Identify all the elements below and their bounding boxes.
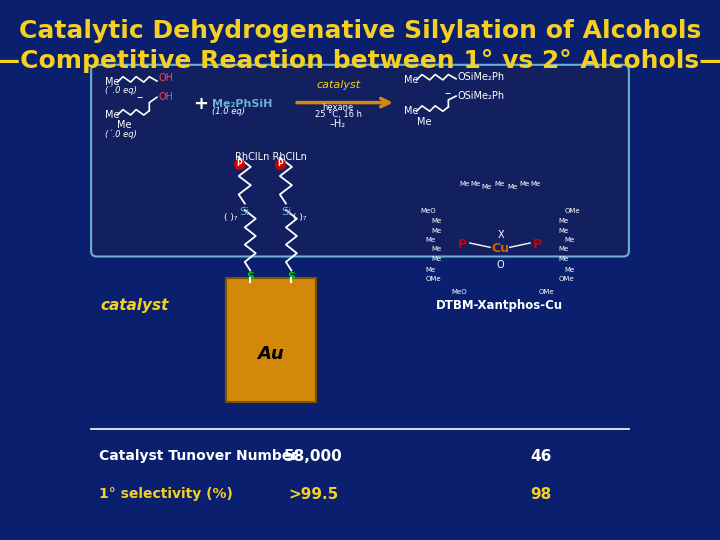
Text: >99.5: >99.5 bbox=[288, 487, 338, 502]
Text: P: P bbox=[277, 159, 283, 168]
Text: –: – bbox=[136, 91, 143, 104]
Text: catalyst: catalyst bbox=[101, 298, 169, 313]
Text: Me: Me bbox=[495, 180, 505, 187]
Text: Me: Me bbox=[459, 180, 469, 187]
Text: OMe: OMe bbox=[559, 276, 575, 282]
Text: Me: Me bbox=[559, 218, 569, 225]
Text: P: P bbox=[458, 238, 467, 251]
Text: Me: Me bbox=[426, 237, 436, 244]
Text: catalyst: catalyst bbox=[316, 80, 360, 90]
Text: (´.0 eq): (´.0 eq) bbox=[105, 129, 137, 139]
Text: Cu: Cu bbox=[491, 242, 509, 255]
Text: –H₂: –H₂ bbox=[330, 119, 346, 129]
Text: OSiMe₂Ph: OSiMe₂Ph bbox=[457, 72, 504, 82]
Text: Me: Me bbox=[508, 184, 518, 191]
Text: P: P bbox=[236, 159, 242, 168]
Text: OMe: OMe bbox=[564, 207, 580, 214]
Text: Me: Me bbox=[431, 256, 441, 262]
Text: Me₂PhSiH: Me₂PhSiH bbox=[212, 99, 272, 109]
Text: –: – bbox=[445, 87, 451, 100]
Text: Me: Me bbox=[559, 256, 569, 262]
Text: (1.0 eq): (1.0 eq) bbox=[212, 107, 245, 116]
Text: Me: Me bbox=[431, 218, 441, 225]
FancyBboxPatch shape bbox=[91, 65, 629, 256]
Text: 46: 46 bbox=[531, 449, 552, 464]
Text: Si: Si bbox=[240, 207, 250, 217]
Text: Catalytic Dehydrogenative Silylation of Alcohols: Catalytic Dehydrogenative Silylation of … bbox=[19, 19, 701, 43]
Text: Si: Si bbox=[281, 207, 291, 217]
Text: Me: Me bbox=[564, 237, 575, 244]
Text: OMe: OMe bbox=[539, 288, 554, 295]
Text: 58,000: 58,000 bbox=[284, 449, 343, 464]
Text: (´.0 eq): (´.0 eq) bbox=[105, 85, 137, 95]
Text: X: X bbox=[498, 230, 504, 240]
Text: 98: 98 bbox=[531, 487, 552, 502]
Text: 1° selectivity (%): 1° selectivity (%) bbox=[99, 487, 233, 501]
Bar bbox=[225, 278, 316, 402]
Text: MeO: MeO bbox=[420, 207, 436, 214]
Text: ( )₇: ( )₇ bbox=[293, 213, 307, 221]
Text: Me: Me bbox=[426, 267, 436, 273]
Text: Me: Me bbox=[404, 106, 418, 116]
Text: RhClLn RhClLn: RhClLn RhClLn bbox=[235, 152, 307, 161]
Text: Me: Me bbox=[117, 120, 132, 130]
Text: P: P bbox=[533, 238, 542, 251]
Text: Me: Me bbox=[531, 180, 541, 187]
Text: hexane: hexane bbox=[323, 104, 354, 112]
Text: —Competitive Reaction between 1° vs 2° Alcohols—: —Competitive Reaction between 1° vs 2° A… bbox=[0, 49, 720, 72]
Text: Me: Me bbox=[520, 180, 530, 187]
Text: Me: Me bbox=[481, 184, 491, 191]
Text: 25 °C, 16 h: 25 °C, 16 h bbox=[315, 110, 361, 119]
Text: Catalyst Tunover Number: Catalyst Tunover Number bbox=[99, 449, 299, 463]
Text: +: + bbox=[194, 94, 208, 113]
Text: Me: Me bbox=[404, 75, 418, 85]
Text: Au: Au bbox=[257, 345, 284, 363]
Text: OH: OH bbox=[158, 92, 173, 102]
Text: DTBM-Xantphos-Cu: DTBM-Xantphos-Cu bbox=[436, 299, 564, 312]
Text: Me: Me bbox=[559, 228, 569, 234]
Text: Me: Me bbox=[105, 110, 120, 120]
Text: OSiMe₂Ph: OSiMe₂Ph bbox=[457, 91, 504, 101]
Text: ( )₇: ( )₇ bbox=[225, 213, 238, 221]
Text: Me: Me bbox=[417, 117, 431, 127]
Text: Me: Me bbox=[564, 267, 575, 273]
Text: Me: Me bbox=[559, 246, 569, 253]
Text: OMe: OMe bbox=[426, 276, 441, 282]
Text: S: S bbox=[287, 272, 295, 282]
Text: Me: Me bbox=[470, 180, 480, 187]
Text: O: O bbox=[496, 260, 504, 269]
Text: OH: OH bbox=[158, 73, 173, 83]
Text: Me: Me bbox=[105, 77, 120, 87]
Text: Me: Me bbox=[431, 246, 441, 253]
Text: S: S bbox=[246, 272, 254, 282]
Text: Me: Me bbox=[431, 228, 441, 234]
Text: MeO: MeO bbox=[451, 288, 467, 295]
